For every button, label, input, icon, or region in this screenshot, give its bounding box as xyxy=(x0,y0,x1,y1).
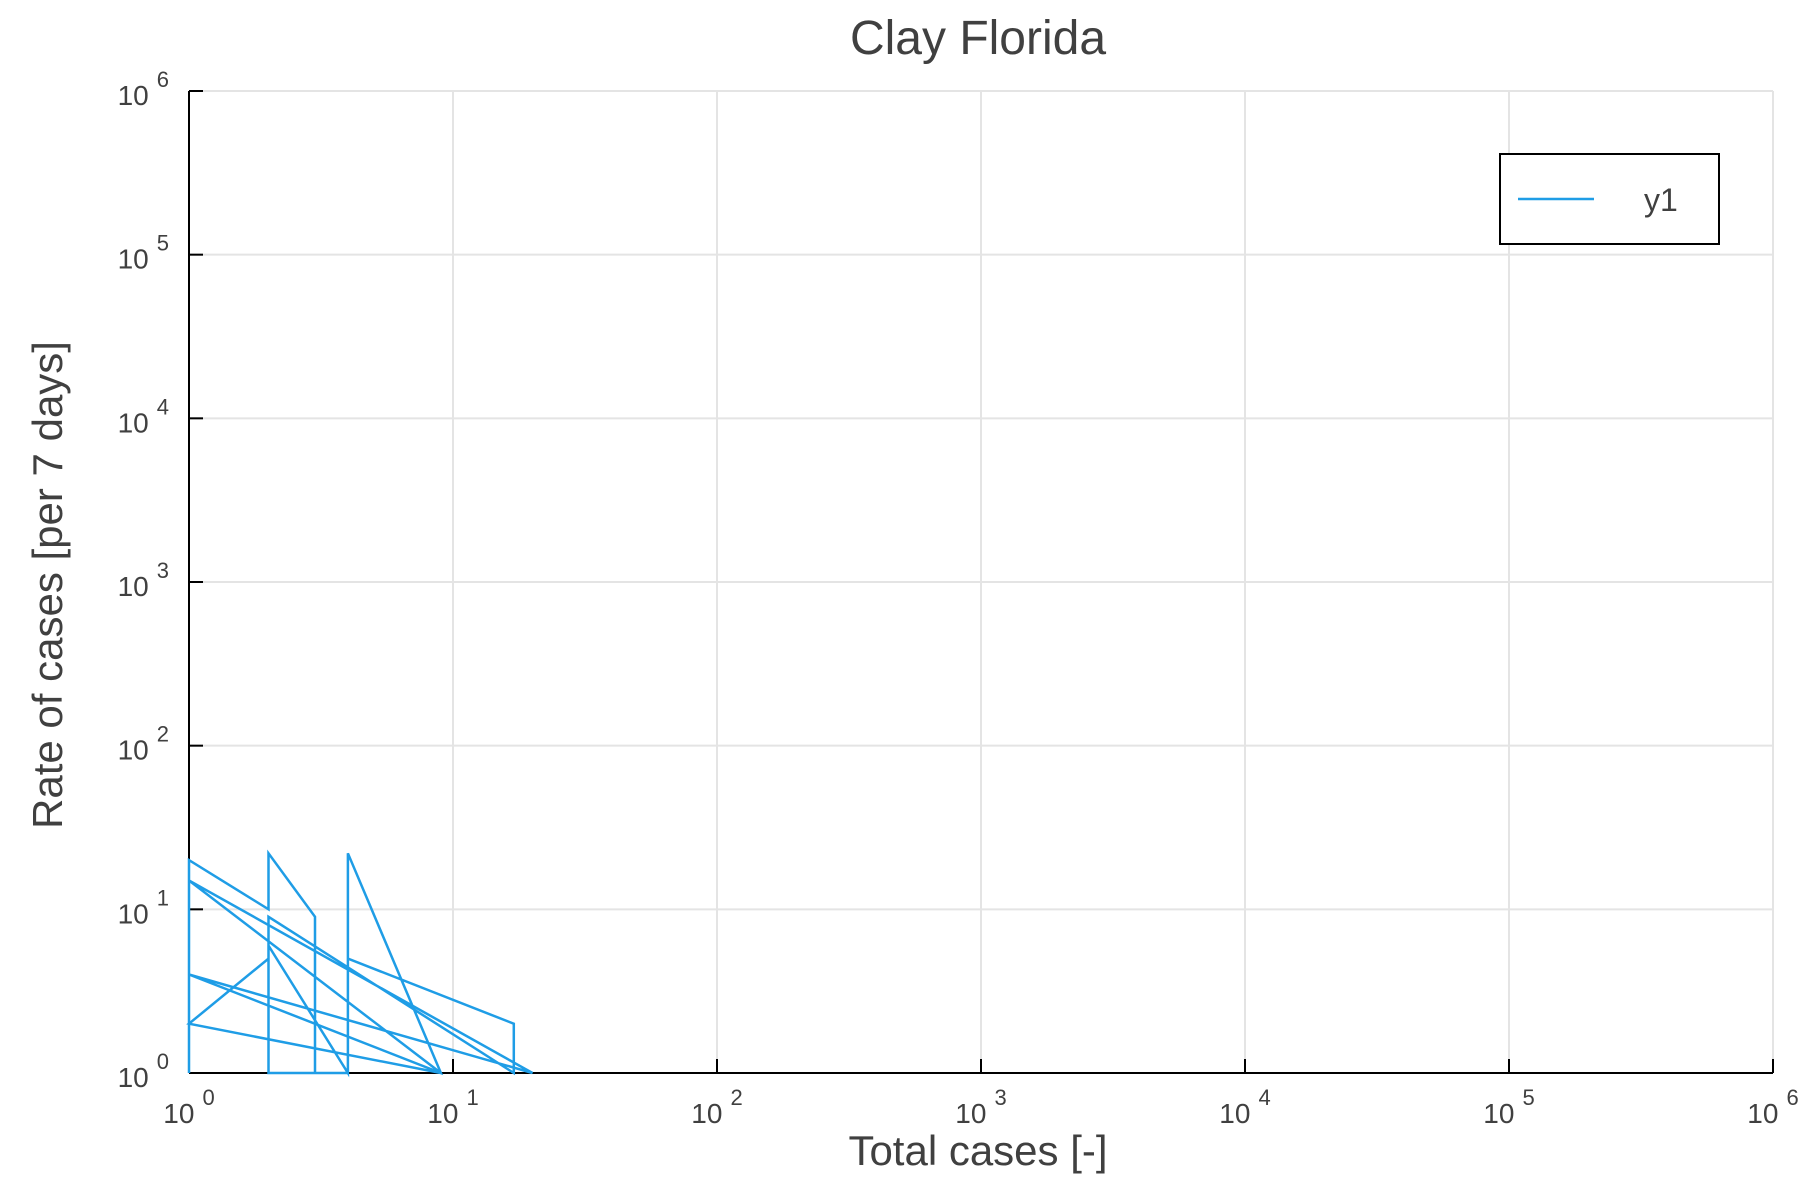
x-axis-label: Total cases [-] xyxy=(848,1127,1107,1174)
y-tick-label: 104 xyxy=(118,394,169,438)
tick-labels: 100 101 102 103 104 105 106 100 101 102 103 104 105 1… xyxy=(118,67,1799,1129)
x-tick-label: 100 xyxy=(163,1085,214,1129)
y-tick-label: 101 xyxy=(118,885,169,929)
y-tick-label: 105 xyxy=(118,231,169,275)
series-layer xyxy=(186,849,534,1078)
y-tick-label: 100 xyxy=(118,1049,169,1093)
x-tick-label: 101 xyxy=(427,1085,478,1129)
legend-label: y1 xyxy=(1644,182,1678,218)
y-tick-label: 106 xyxy=(118,67,169,111)
series-line-y1 xyxy=(186,849,534,1078)
x-tick-label: 104 xyxy=(1219,1085,1270,1129)
y-tick-label: 102 xyxy=(118,722,169,766)
x-tick-label: 102 xyxy=(691,1085,742,1129)
y-axis-label: Rate of cases [per 7 days] xyxy=(24,341,71,829)
legend-box xyxy=(1499,153,1720,245)
x-tick-label: 106 xyxy=(1747,1085,1798,1129)
x-tick-label: 103 xyxy=(955,1085,1006,1129)
chart-title: Clay Florida xyxy=(850,12,1106,65)
x-tick-label: 105 xyxy=(1483,1085,1534,1129)
y-tick-label: 103 xyxy=(118,558,169,602)
legend: y1 xyxy=(1499,153,1720,245)
